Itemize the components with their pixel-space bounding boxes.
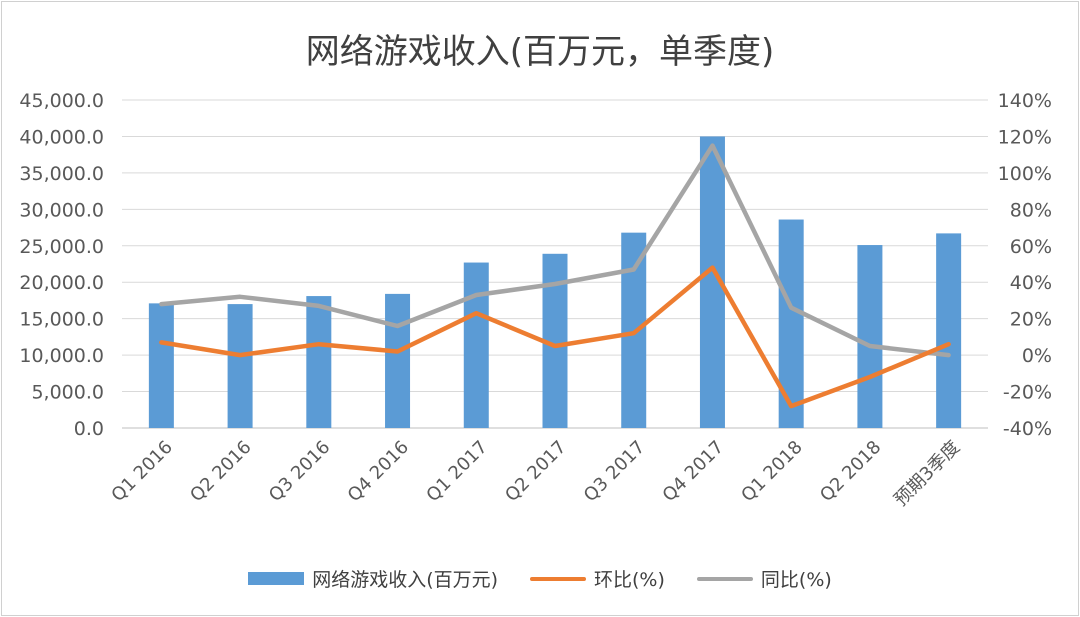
bar[interactable] — [148, 303, 174, 428]
x-tick-label: Q2 2016 — [186, 437, 255, 506]
y-tick-label: 40,000.0 — [19, 126, 104, 148]
y2-tick-label: 40% — [1010, 272, 1052, 294]
x-tick-label: 预期3季度 — [890, 437, 964, 511]
legend-label-qoq: 环比(%) — [594, 569, 665, 591]
x-tick-label: Q1 2016 — [107, 437, 176, 506]
y-tick-label: 25,000.0 — [19, 236, 104, 258]
x-tick-label: Q2 2018 — [816, 437, 885, 506]
bar[interactable] — [306, 296, 332, 428]
x-tick-label: Q4 2016 — [344, 437, 413, 506]
bar[interactable] — [463, 262, 489, 428]
y2-tick-label: 140% — [998, 90, 1052, 112]
legend-label-revenue: 网络游戏收入(百万元) — [312, 569, 499, 591]
y-tick-label: 45,000.0 — [19, 90, 104, 112]
bar[interactable] — [227, 304, 253, 428]
legend-item-yoy[interactable]: 同比(%) — [696, 565, 832, 592]
line-yoy[interactable] — [159, 143, 951, 358]
y-tick-label: 10,000.0 — [19, 345, 104, 367]
x-tick-label: Q2 2017 — [501, 437, 570, 506]
legend-label-yoy: 同比(%) — [760, 569, 832, 591]
x-tick-label: Q1 2017 — [422, 437, 491, 506]
y-tick-label: 35,000.0 — [19, 163, 104, 185]
legend-item-qoq[interactable]: 环比(%) — [530, 565, 665, 592]
legend-item-revenue[interactable]: 网络游戏收入(百万元) — [248, 565, 498, 592]
y-tick-label: 5,000.0 — [31, 382, 104, 404]
y2-tick-label: -40% — [1003, 418, 1052, 440]
bar[interactable] — [385, 293, 411, 428]
legend: 网络游戏收入(百万元) 环比(%) 同比(%) — [0, 565, 1080, 592]
bar[interactable] — [936, 233, 962, 428]
bar[interactable] — [857, 245, 883, 428]
y-tick-label: 30,000.0 — [19, 199, 104, 221]
y2-tick-label: 0% — [1022, 345, 1052, 367]
x-tick-label: Q3 2016 — [265, 437, 334, 506]
y2-tick-label: 60% — [1010, 236, 1052, 258]
x-tick-label: Q4 2017 — [659, 437, 728, 506]
y-tick-label: 20,000.0 — [19, 272, 104, 294]
y2-tick-label: 80% — [1010, 199, 1052, 221]
x-tick-label: Q1 2018 — [737, 437, 806, 506]
line-qoq[interactable] — [159, 265, 951, 409]
legend-swatch-yoy — [696, 576, 753, 581]
bar[interactable] — [778, 219, 804, 428]
y2-tick-label: 100% — [998, 163, 1052, 185]
y-tick-label: 15,000.0 — [19, 309, 104, 331]
chart-title: 网络游戏收入(百万元，单季度) — [305, 32, 775, 72]
y-tick-label: 0.0 — [74, 418, 104, 440]
y2-tick-label: 120% — [998, 126, 1052, 148]
legend-swatch-revenue — [248, 572, 305, 585]
y2-tick-label: -20% — [1003, 382, 1052, 404]
legend-swatch-qoq — [530, 576, 587, 581]
x-tick-label: Q3 2017 — [580, 437, 649, 506]
y2-tick-label: 20% — [1010, 309, 1052, 331]
